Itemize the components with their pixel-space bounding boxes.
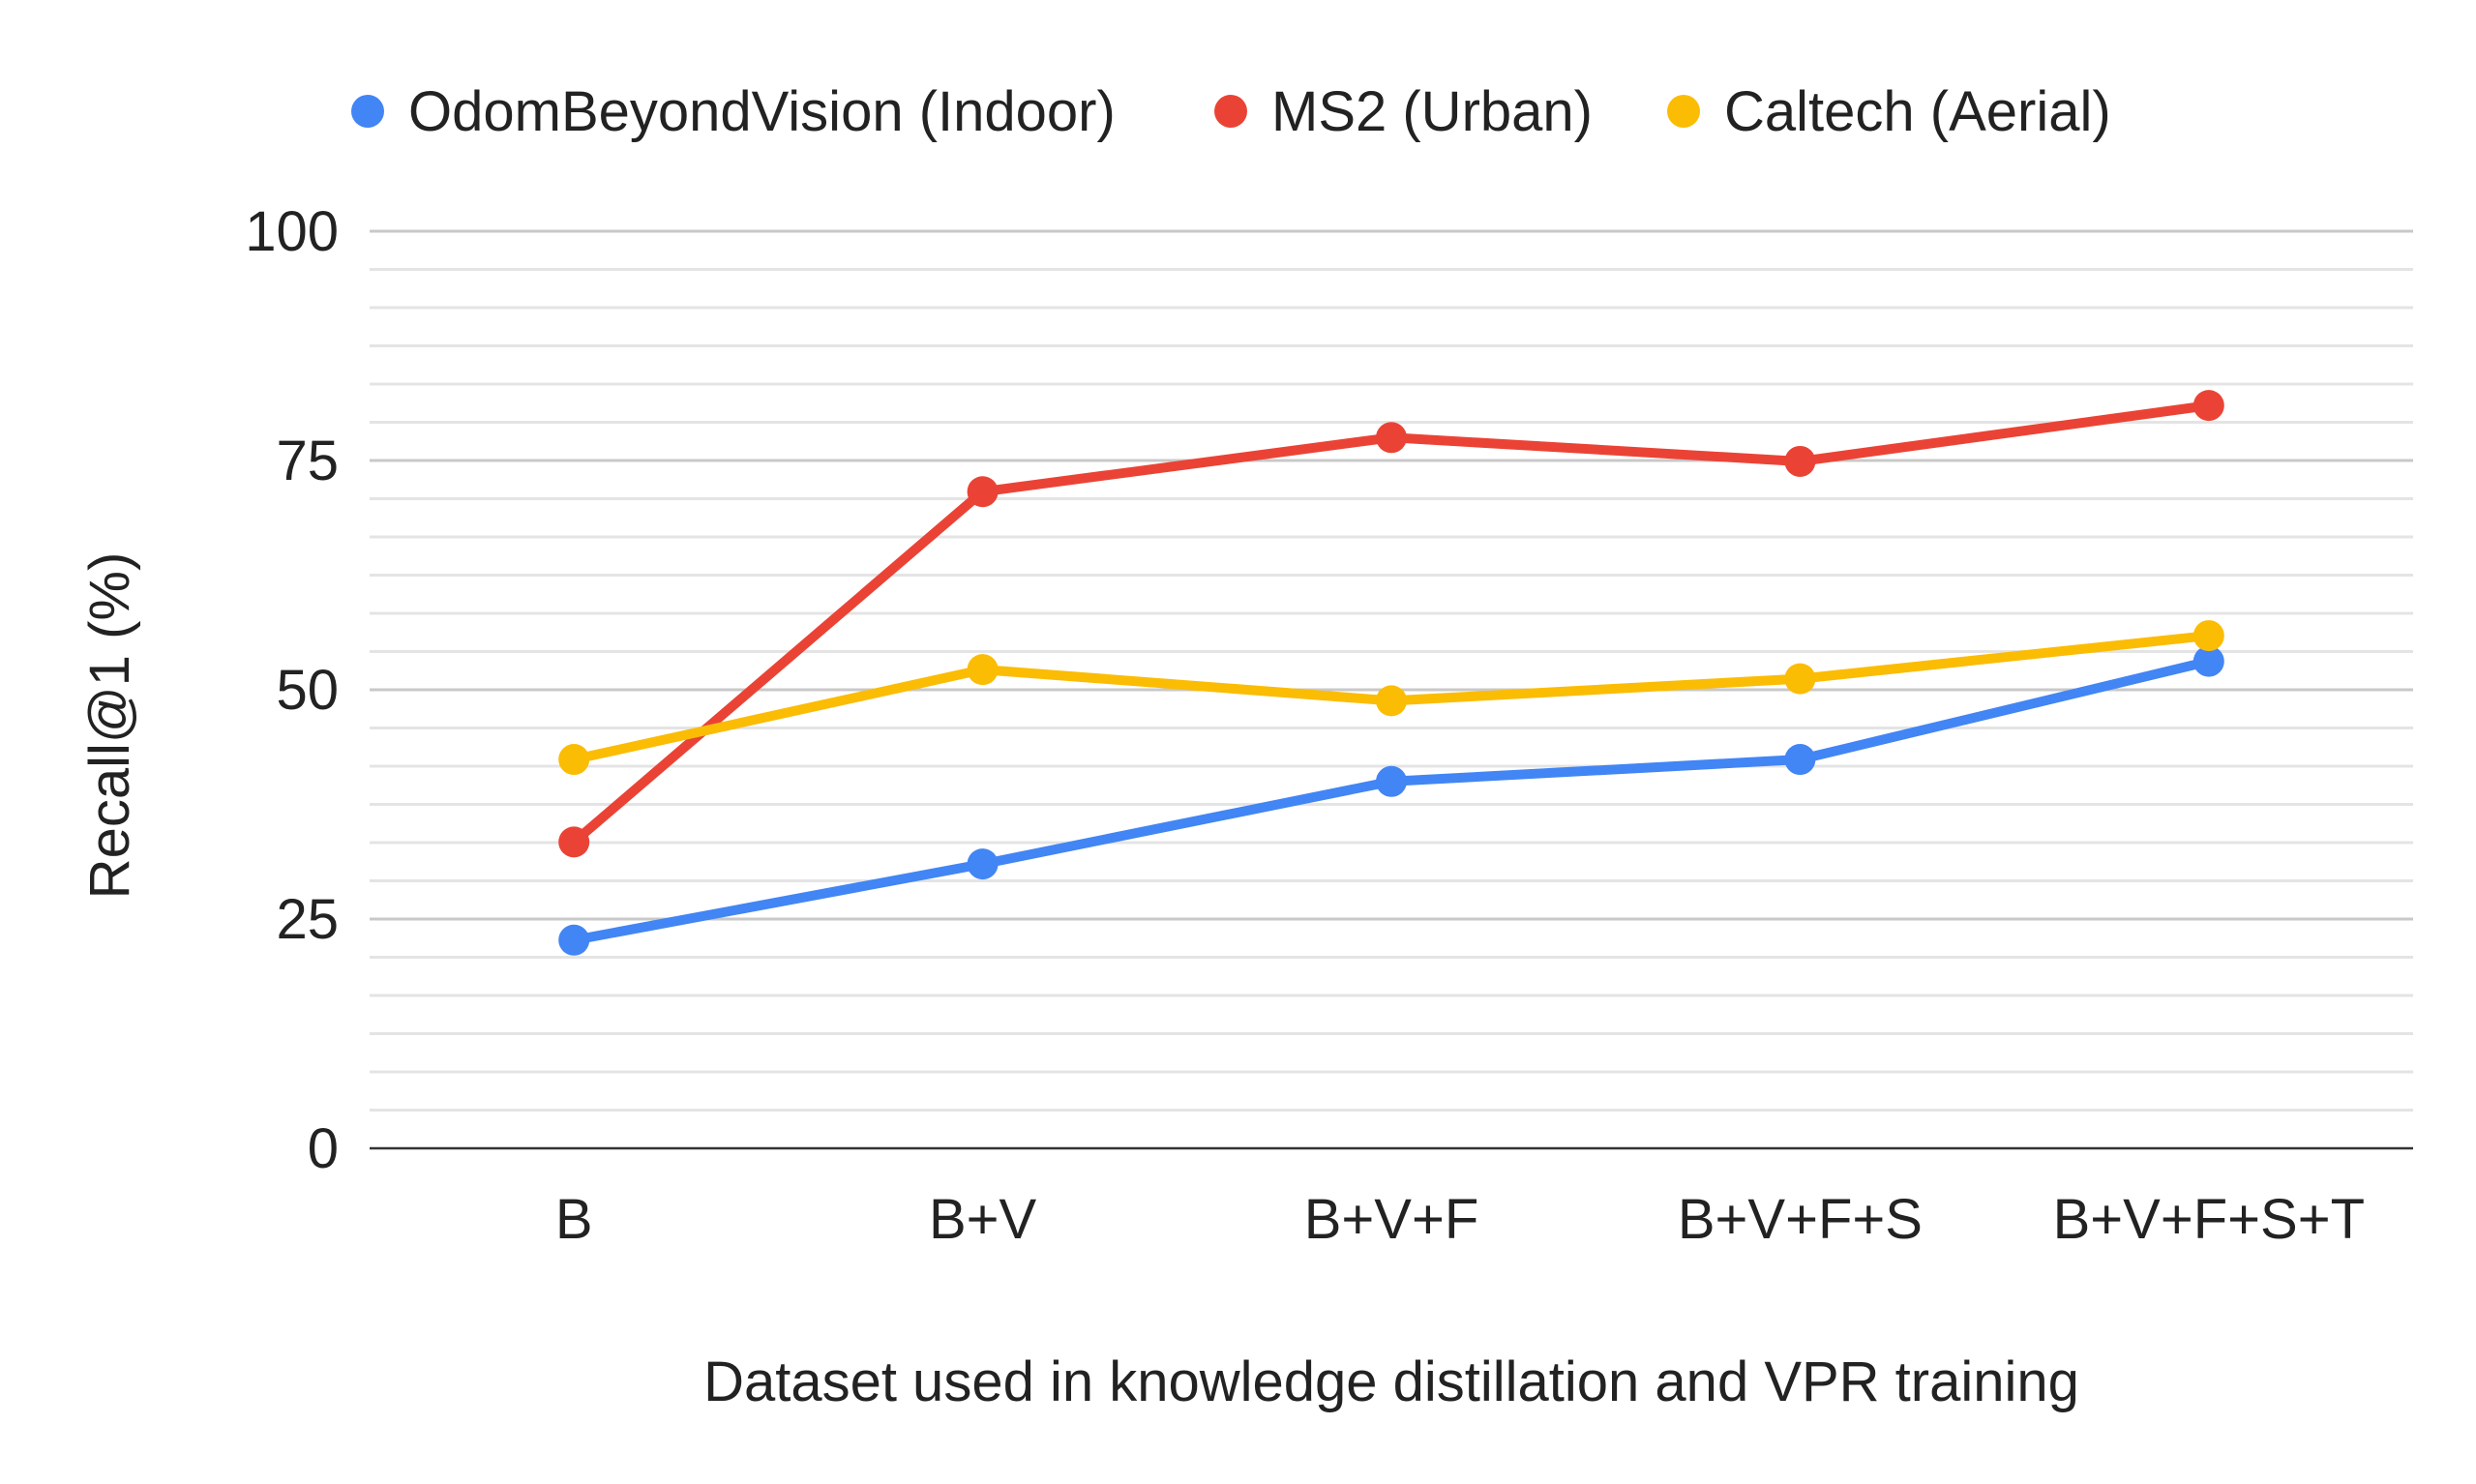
x-tick-label: B+V+F <box>1304 1188 1479 1251</box>
y-tick-label: 100 <box>245 200 339 263</box>
legend-marker <box>1214 95 1247 128</box>
legend-item: MS2 (Urban) <box>1214 80 1593 143</box>
data-point <box>967 476 999 508</box>
x-tick-label: B+V <box>929 1188 1037 1251</box>
legend-label: OdomBeyondVision (Indoor) <box>408 80 1116 143</box>
y-tick-label: 50 <box>276 659 339 722</box>
data-point <box>1376 685 1407 717</box>
x-tick-label: B+V+F+S <box>1678 1188 1923 1251</box>
legend-label: Caltech (Aerial) <box>1724 80 2111 143</box>
legend-item: Caltech (Aerial) <box>1667 80 2111 143</box>
data-point <box>558 826 590 858</box>
series-1 <box>558 390 2224 858</box>
data-point <box>1784 663 1816 695</box>
data-point <box>1784 744 1816 776</box>
data-point <box>1376 765 1407 797</box>
x-tick-label: B+V+F+S+T <box>2053 1188 2365 1251</box>
series-group <box>558 390 2224 956</box>
x-axis-label: Dataset used in knowledge distillation a… <box>703 1350 2079 1413</box>
data-point <box>2193 620 2224 652</box>
legend-marker <box>1667 95 1700 128</box>
legend: OdomBeyondVision (Indoor) MS2 (Urban) Calt… <box>351 80 2111 143</box>
legend-label: MS2 (Urban) <box>1271 80 1593 143</box>
data-point <box>967 654 999 686</box>
x-axis-ticks: B B+V B+V+F B+V+F+S B+V+F+S+T <box>555 1188 2365 1251</box>
legend-marker <box>351 95 384 128</box>
data-point <box>558 744 590 776</box>
y-tick-label: 75 <box>276 430 339 492</box>
y-axis-ticks: 0 25 50 75 100 <box>245 200 339 1180</box>
data-point <box>2193 645 2224 677</box>
data-point <box>1784 445 1816 477</box>
y-tick-label: 0 <box>308 1117 339 1180</box>
series-0 <box>558 645 2224 956</box>
data-point <box>2193 390 2224 422</box>
legend-item: OdomBeyondVision (Indoor) <box>351 80 1116 143</box>
data-point <box>1376 422 1407 454</box>
y-tick-label: 25 <box>276 888 339 951</box>
y-axis-label: Recall@1 (%) <box>78 552 141 900</box>
data-point <box>558 924 590 956</box>
series-2 <box>558 620 2224 776</box>
x-tick-label: B <box>555 1188 593 1251</box>
data-point <box>967 848 999 880</box>
